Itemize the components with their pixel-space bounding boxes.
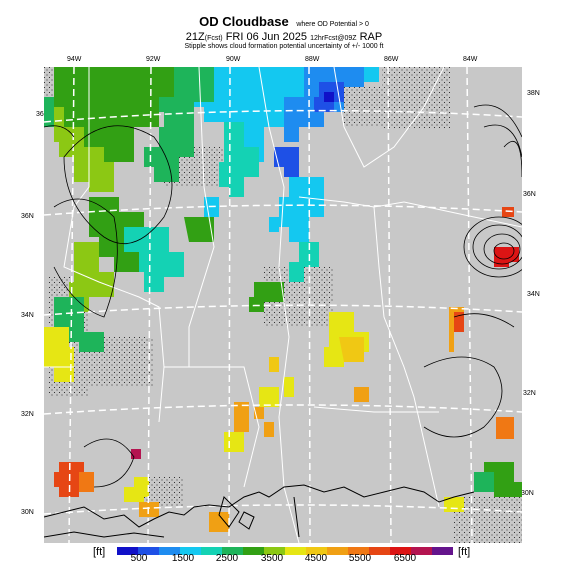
colorbar-unit-right: [ft] [458, 546, 470, 558]
lon-label-88w: 88W [305, 56, 319, 63]
title-note: where OD Potential > 0 [296, 21, 369, 28]
cloudbase-map [44, 67, 522, 543]
valid-date: FRI 06 Jun 2025 [226, 31, 307, 43]
lat-label-right-32n: 32N [523, 390, 536, 397]
cells-yellow-patch-1 [259, 387, 279, 407]
colorbar-swatch [369, 547, 391, 555]
cells-north-deepblue [324, 92, 334, 102]
lat-label-left-36n: 36N [21, 213, 34, 220]
colorbar-tick-1500: 1500 [172, 553, 194, 564]
lat-label-right-30n: 30N [521, 490, 534, 497]
colorbar-swatch [327, 547, 349, 555]
lon-label-84w: 84W [463, 56, 477, 63]
colorbar-swatch [285, 547, 307, 555]
lat-label-right-38n: 38N [527, 90, 540, 97]
colorbar-unit-left: [ft] [93, 546, 105, 558]
map-subtitle: Stipple shows cloud formation potential … [0, 43, 568, 50]
lon-label-86w: 86W [384, 56, 398, 63]
valid-time: 21Z [186, 31, 205, 43]
cells-central-orange [354, 387, 369, 402]
colorbar-swatch [432, 547, 453, 555]
cells-south-orange-3 [264, 422, 274, 437]
cells-yellow-patch-2 [284, 377, 294, 397]
valid-tag: (Fcst) [205, 35, 223, 42]
lat-label-left-34n: 34N [21, 312, 34, 319]
lat-label-right-34n: 34N [527, 291, 540, 298]
run-info: 12hrFcst@09Z [310, 35, 356, 42]
cells-se-medgreen [474, 472, 494, 492]
cells-sw-red-edge [79, 472, 94, 492]
cells-north-cyan-2 [269, 217, 279, 232]
colorbar-tick-2500: 2500 [216, 553, 238, 564]
cells-east-orange-2 [496, 417, 514, 439]
cells-south-yellow-2 [124, 487, 144, 502]
cells-sw-magenta [131, 449, 141, 459]
colorbar-tick-500: 500 [131, 553, 148, 564]
cells-south-orange-2 [139, 502, 159, 517]
lon-label-94w: 94W [67, 56, 81, 63]
model-name: RAP [360, 31, 383, 43]
colorbar-tick-6500: 6500 [394, 553, 416, 564]
colorbar-tick-5500: 5500 [349, 553, 371, 564]
lon-label-90w: 90W [226, 56, 240, 63]
title-text: OD Cloudbase [199, 14, 289, 29]
valid-time-line: 21Z(Fcst) FRI 06 Jun 2025 12hrFcst@09Z R… [0, 31, 568, 43]
lat-label-left-32n: 32N [21, 411, 34, 418]
lat-label-right-36n: 36N [523, 191, 536, 198]
cells-sw-yellow [224, 432, 244, 452]
colorbar-tick-4500: 4500 [305, 553, 327, 564]
colorbar-tick-3500: 3500 [261, 553, 283, 564]
lon-label-92w: 92W [146, 56, 160, 63]
cells-sw-orange [234, 402, 249, 432]
cells-north-cyan-3 [364, 67, 379, 82]
cells-yellow-patch-3 [269, 357, 279, 372]
map-title: OD Cloudbase where OD Potential > 0 [0, 14, 568, 29]
lat-label-left-30n: 30N [21, 509, 34, 516]
